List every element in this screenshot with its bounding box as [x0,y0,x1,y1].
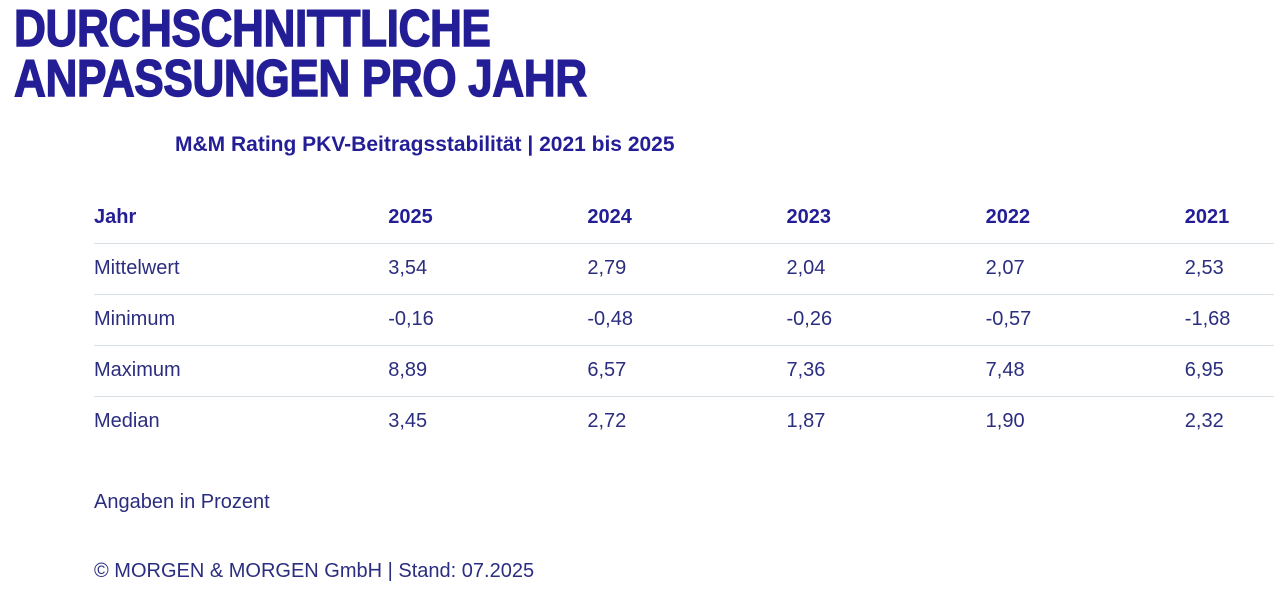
column-header-2024: 2024 [587,192,787,244]
row-label: Median [94,410,160,433]
cell-value: 7,36 [786,345,986,397]
cell-value: -1,68 [1184,294,1274,346]
cell-value: -0,57 [985,294,1185,346]
cell-value: 3,45 [388,410,428,433]
table-header-row: Jahr 2025 2024 2023 2022 2021 [94,192,1274,244]
cell-value: 7,48 [985,345,1185,397]
column-header-2025: 2025 [388,192,588,244]
table-row-median: Median 3,45 2,72 1,87 1,90 2,32 [94,396,1274,447]
row-label: Minimum [94,294,389,346]
footer-copyright: © MORGEN & MORGEN GmbH | Stand: 07.2025 [94,560,535,582]
cell-value: 2,53 [1184,243,1274,295]
cell-value: 2,07 [985,243,1185,295]
cell-value: -0,16 [388,294,588,346]
row-label: Mittelwert [94,243,389,295]
cell-value: 3,54 [388,243,588,295]
row-label: Maximum [94,345,389,397]
cell-value: 2,72 [587,410,627,433]
cell-value: 2,04 [786,243,986,295]
page-title-line-2: ANPASSUNGEN PRO JAHR [13,50,587,108]
cell-value: 1,87 [786,410,826,433]
column-header-2022: 2022 [985,192,1185,244]
data-table: Jahr 2025 2024 2023 2022 2021 Mittelwert… [94,192,1274,447]
subtitle: M&M Rating PKV-Beitragsstabilität | 2021… [175,133,675,156]
cell-value: -0,26 [786,294,986,346]
page-title-line-1: DURCHSCHNITTLICHE [13,0,491,58]
table-row-minimum: Minimum -0,16 -0,48 -0,26 -0,57 -1,68 [94,294,1274,346]
column-header-2021: 2021 [1184,192,1274,244]
page-title: DURCHSCHNITTLICHE ANPASSUNGEN PRO JAHR [13,0,587,108]
cell-value: 6,57 [587,345,787,397]
cell-value: 6,95 [1184,345,1274,397]
cell-value: 2,32 [1184,410,1224,433]
column-header-jahr: Jahr [94,192,389,244]
cell-value: -0,48 [587,294,787,346]
cell-value: 8,89 [388,345,588,397]
table-row-maximum: Maximum 8,89 6,57 7,36 7,48 6,95 [94,345,1274,397]
cell-value: 2,79 [587,243,787,295]
cell-value: 1,90 [985,410,1025,433]
table-row-mittelwert: Mittelwert 3,54 2,79 2,04 2,07 2,53 [94,243,1274,295]
column-header-2023: 2023 [786,192,986,244]
unit-note: Angaben in Prozent [94,491,270,513]
